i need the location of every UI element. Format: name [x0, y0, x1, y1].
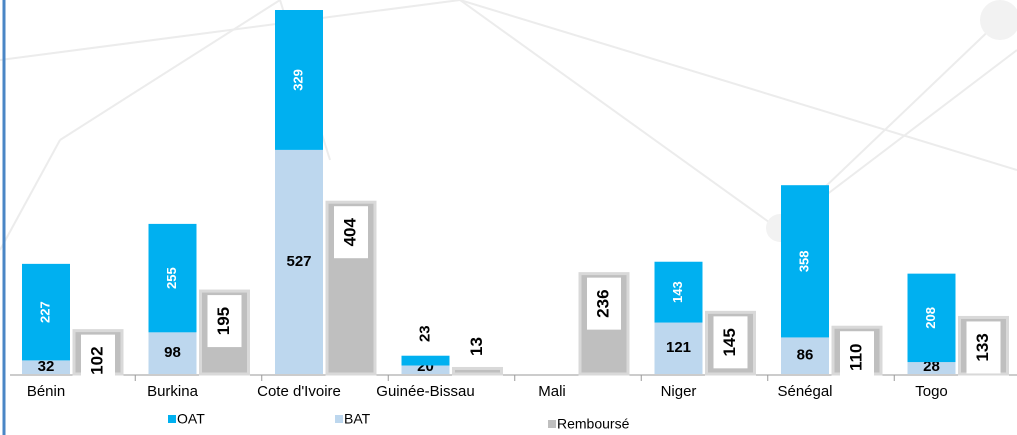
value-label: 121: [666, 339, 691, 356]
value-label: 28: [923, 358, 940, 375]
bar-segment: [401, 355, 450, 366]
value-label: 255: [164, 267, 179, 289]
background-network: [0, 0, 1017, 251]
value-label: 86: [797, 347, 814, 364]
label-box: [713, 316, 748, 369]
value-label: 32: [38, 358, 55, 375]
value-label: 227: [37, 301, 52, 323]
bar-segment: [275, 149, 323, 374]
value-label: 208: [923, 307, 938, 329]
x-tick-label: Mali: [538, 383, 566, 400]
value-label: 23: [416, 325, 433, 342]
x-tick-label: Niger: [661, 383, 697, 400]
value-label: 527: [286, 253, 311, 270]
legend-label: OAT: [177, 411, 205, 427]
bar: [452, 366, 503, 376]
value-label: 236: [593, 289, 612, 317]
bar-segment: [907, 273, 956, 363]
bar-segment: [22, 360, 70, 374]
value-label: 13: [467, 337, 486, 356]
x-tick-label: Bénin: [27, 383, 65, 400]
value-label: 110: [846, 344, 865, 371]
bar-segment: [654, 261, 703, 323]
value-label: 102: [87, 346, 106, 374]
legend-swatch: [335, 415, 343, 423]
legend-label: BAT: [344, 411, 371, 427]
bar-segment: [781, 185, 829, 338]
bar-segment: [148, 223, 197, 333]
value-label: 404: [340, 217, 359, 246]
value-label: 195: [214, 307, 233, 335]
label-box: [966, 321, 1001, 374]
bar-segment: [401, 365, 450, 374]
value-label: 98: [164, 344, 181, 361]
bar-segment: [22, 263, 70, 361]
x-tick-label: Sénégal: [777, 383, 832, 400]
x-tick-label: Guinée-Bissau: [376, 383, 474, 400]
value-label: 329: [290, 69, 305, 91]
label-box: [334, 206, 368, 259]
x-tick-label: Cote d'Ivoire: [257, 383, 341, 400]
legend-swatch: [168, 415, 176, 423]
bar-segment: [148, 332, 197, 374]
legend-swatch: [548, 420, 556, 428]
value-label: 145: [720, 328, 739, 356]
value-label: 358: [796, 250, 811, 272]
value-label: 133: [973, 333, 992, 361]
x-tick-label: Burkina: [147, 383, 199, 400]
value-label: 143: [670, 281, 685, 303]
bar-segment: [907, 362, 956, 374]
bar-segment: [275, 10, 323, 150]
legend-label: Remboursé: [557, 416, 630, 432]
x-tick-label: Togo: [915, 383, 948, 400]
label-box: [207, 295, 242, 348]
label-box: [840, 331, 874, 384]
label-box: [81, 334, 115, 387]
label-box: [587, 277, 621, 330]
bar-segment: [781, 337, 829, 374]
bar-segment: [654, 322, 703, 374]
